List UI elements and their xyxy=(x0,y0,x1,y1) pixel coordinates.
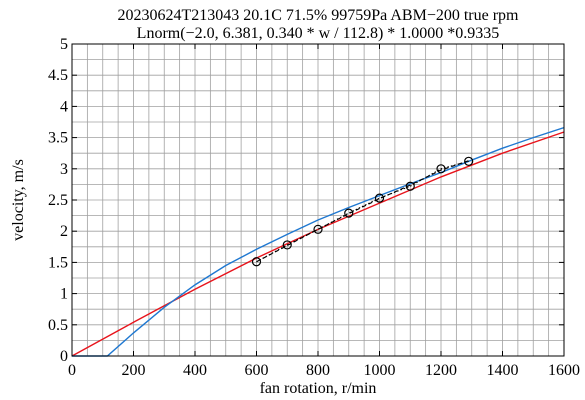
chart-title-line-2: Lnorm(−2.0, 6.381, 0.340 * w / 112.8) * … xyxy=(137,25,500,42)
y-tick-label: 0 xyxy=(60,348,68,365)
y-tick-label: 3 xyxy=(60,161,68,178)
y-tick-label: 4 xyxy=(60,98,68,115)
x-tick-label: 800 xyxy=(306,362,330,379)
y-axis-label: velocity, m/s xyxy=(10,159,27,241)
y-tick-label: 5 xyxy=(60,36,68,53)
series-red-line xyxy=(71,131,565,357)
series-black-dotted-markers xyxy=(256,160,469,263)
x-tick-label: 1400 xyxy=(487,362,519,379)
x-tick-label: 600 xyxy=(245,362,269,379)
y-tick-label: 3.5 xyxy=(48,130,68,147)
x-tick-label: 1000 xyxy=(364,362,396,379)
data-point-marker xyxy=(374,193,385,203)
data-point-marker xyxy=(464,156,474,166)
series-black-dashed-fit xyxy=(256,160,469,263)
data-point-marker xyxy=(405,181,415,191)
data-point-marker xyxy=(282,240,292,250)
chart-title-line-1: 20230624T213043 20.1C 71.5% 99759Pa ABM−… xyxy=(117,7,519,24)
series-group xyxy=(71,126,565,357)
data-point-marker xyxy=(313,224,323,234)
data-point-marker xyxy=(344,208,354,218)
y-tick-label: 1.5 xyxy=(48,254,68,271)
axis-ticks: 0 200 400 600 800 1000 1200 1400 1600 0 0.5 1 1.5 2 2.… xyxy=(48,36,580,379)
x-tick-label: 400 xyxy=(183,362,207,379)
data-point-marker xyxy=(251,257,262,267)
x-tick-label: 0 xyxy=(68,362,76,379)
x-tick-label: 1200 xyxy=(425,362,457,379)
y-tick-label: 0.5 xyxy=(48,317,68,334)
y-tick-label: 1 xyxy=(60,286,68,303)
y-tick-label: 2.5 xyxy=(48,192,68,209)
x-tick-label: 200 xyxy=(122,362,146,379)
y-tick-label: 2 xyxy=(60,223,68,240)
x-axis-label: fan rotation, r/min xyxy=(260,380,377,397)
x-tick-label: 1600 xyxy=(548,362,580,379)
grid-lines xyxy=(72,44,564,356)
series-blue-line xyxy=(72,126,565,357)
y-tick-label: 4.5 xyxy=(48,67,68,84)
